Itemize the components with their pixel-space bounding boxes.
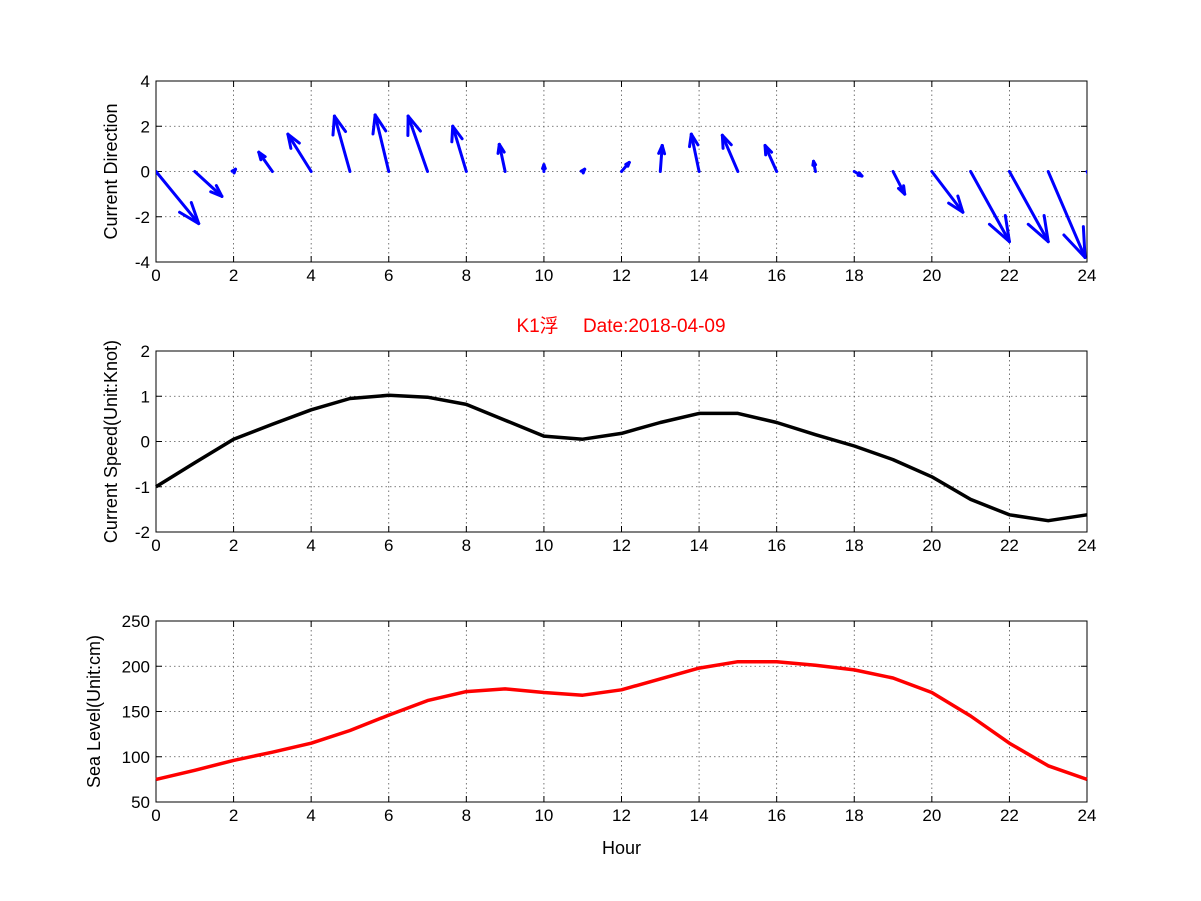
figure-title: K1浮 Date:2018-04-09 (516, 315, 725, 337)
current-speed-xtick-label: 12 (612, 536, 631, 555)
current-direction-arrow (496, 142, 507, 173)
current-direction-xtick-label: 20 (922, 266, 941, 285)
current-direction-xtick-label: 10 (534, 266, 553, 285)
current-direction-xtick-label: 0 (151, 266, 160, 285)
current-direction-arrow (1085, 170, 1087, 176)
current-direction-arrow (763, 143, 779, 173)
current-direction-arrow (156, 170, 201, 226)
current-direction-xtick-label: 8 (462, 266, 471, 285)
sea-level-xtick-label: 8 (462, 806, 471, 825)
current-speed-xtick-label: 24 (1078, 536, 1097, 555)
sea-level-ytick-label: 200 (122, 657, 150, 676)
current-speed-ytick-label: -2 (135, 523, 150, 542)
current-speed-xtick-label: 18 (845, 536, 864, 555)
current-direction-arrow (230, 167, 238, 175)
current-speed-xtick-label: 0 (151, 536, 160, 555)
current-direction-xtick-label: 22 (1000, 266, 1019, 285)
current-speed-ytick-label: 0 (141, 433, 150, 452)
current-direction-ytick-label: 0 (141, 163, 150, 182)
current-direction-xtick-label: 14 (690, 266, 709, 285)
sea-level-xtick-label: 18 (845, 806, 864, 825)
current-direction-arrow (852, 170, 864, 178)
current-direction-xtick-label: 18 (845, 266, 864, 285)
sea-level-xtick-label: 12 (612, 806, 631, 825)
current-direction-ytick-label: -4 (135, 253, 150, 272)
sea-level-xtick-label: 2 (229, 806, 238, 825)
current-direction-arrow (579, 167, 587, 175)
sea-level-xtick-label: 22 (1000, 806, 1019, 825)
current-direction-arrow (541, 163, 547, 173)
current-direction-arrow (257, 150, 274, 173)
current-direction-xtick-label: 2 (229, 266, 238, 285)
current-speed-ylabel: Current Speed(Unit:Knot) (101, 340, 121, 543)
sea-level-ytick-label: 250 (122, 612, 150, 631)
current-direction-ytick-label: 2 (141, 117, 150, 136)
current-speed-xtick-label: 10 (534, 536, 553, 555)
current-direction-xtick-label: 24 (1078, 266, 1097, 285)
current-direction-arrow (969, 170, 1011, 244)
current-speed-xtick-label: 22 (1000, 536, 1019, 555)
sea-level-ytick-label: 50 (131, 793, 150, 812)
current-direction-arrow (406, 114, 430, 173)
sea-level-ytick-label: 100 (122, 748, 150, 767)
current-direction-xtick-label: 12 (612, 266, 631, 285)
current-direction-arrow (688, 132, 701, 173)
current-direction-ytick-label: 4 (141, 72, 150, 91)
current-direction-arrow (891, 170, 907, 196)
current-direction-ytick-label: -2 (135, 208, 150, 227)
current-speed-ytick-label: -1 (135, 478, 150, 497)
sea-level-xlabel: Hour (602, 838, 641, 858)
sea-level-xtick-label: 0 (151, 806, 160, 825)
current-speed-xtick-label: 20 (922, 536, 941, 555)
current-direction-arrow (286, 132, 313, 173)
sea-level-xtick-label: 10 (534, 806, 553, 825)
current-direction-arrow (720, 133, 740, 173)
current-direction-arrow (371, 113, 391, 173)
current-direction-arrow (1007, 170, 1050, 244)
sea-level-xtick-label: 4 (306, 806, 315, 825)
current-direction-arrow (657, 143, 667, 173)
current-speed-xtick-label: 2 (229, 536, 238, 555)
current-direction-ylabel: Current Direction (101, 103, 121, 239)
current-direction-arrow (331, 114, 352, 173)
sea-level-xtick-label: 20 (922, 806, 941, 825)
sea-level-ylabel: Sea Level(Unit:cm) (84, 635, 104, 788)
current-direction-arrow (930, 170, 965, 214)
current-direction-arrow (1046, 170, 1087, 259)
sea-level-ytick-label: 150 (122, 703, 150, 722)
sea-level-xtick-label: 14 (690, 806, 709, 825)
current-speed-xtick-label: 8 (462, 536, 471, 555)
current-direction-xtick-label: 4 (306, 266, 315, 285)
sea-level-xtick-label: 24 (1078, 806, 1097, 825)
current-direction-arrow (620, 160, 631, 173)
current-direction-xtick-label: 6 (384, 266, 393, 285)
current-direction-arrow (450, 124, 468, 173)
current-speed-xtick-label: 14 (690, 536, 709, 555)
current-speed-ytick-label: 2 (141, 342, 150, 361)
current-direction-arrow (193, 170, 224, 198)
sea-level-xtick-label: 6 (384, 806, 393, 825)
current-direction-arrows (156, 113, 1087, 259)
current-direction-arrow (811, 159, 818, 173)
sea-level-xtick-label: 16 (767, 806, 786, 825)
current-speed-xtick-label: 16 (767, 536, 786, 555)
current-direction-xtick-label: 16 (767, 266, 786, 285)
current-speed-ytick-label: 1 (141, 387, 150, 406)
current-speed-xtick-label: 4 (306, 536, 315, 555)
current-speed-xtick-label: 6 (384, 536, 393, 555)
